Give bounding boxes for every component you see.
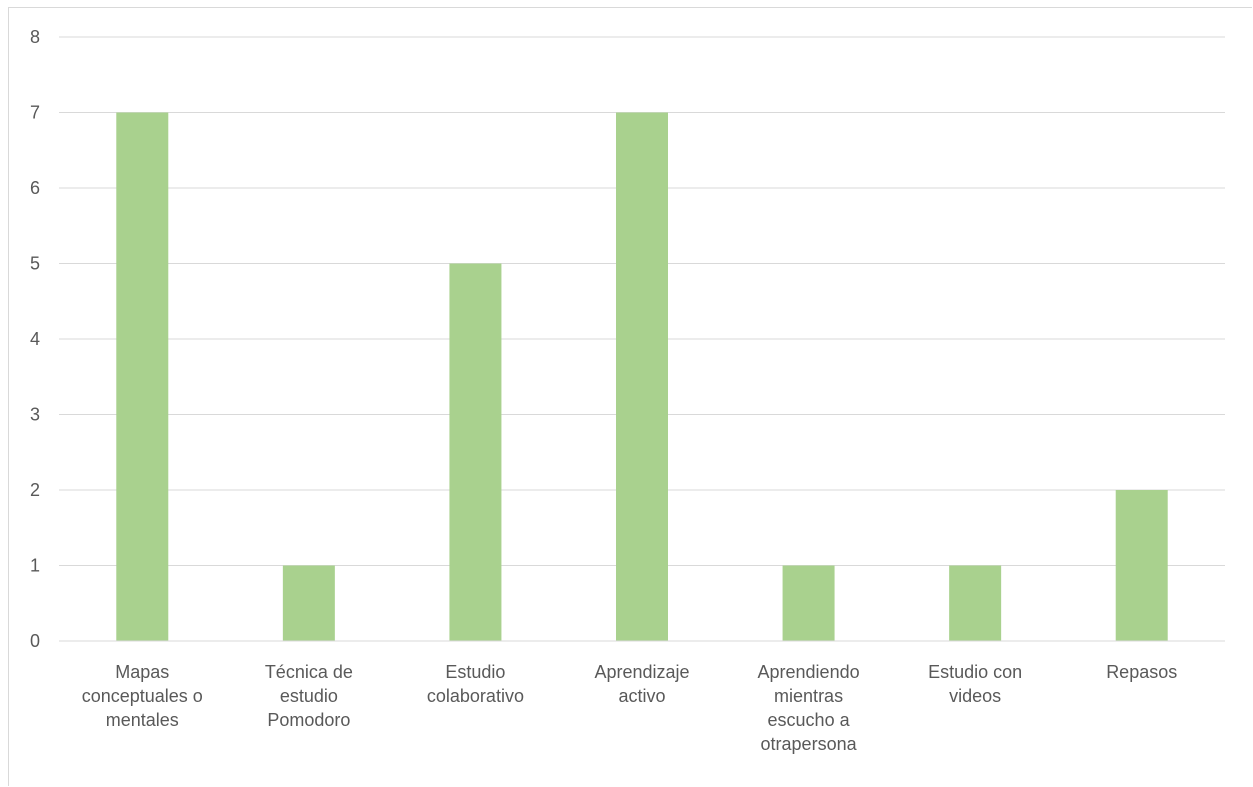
x-category-label: videos bbox=[949, 686, 1001, 706]
y-tick-label: 5 bbox=[30, 254, 40, 274]
bar-4 bbox=[782, 565, 835, 641]
y-tick-label: 0 bbox=[30, 631, 40, 651]
chart-frame bbox=[8, 7, 1252, 786]
x-category-label: mientras bbox=[774, 686, 843, 706]
x-category-label: colaborativo bbox=[427, 686, 524, 706]
x-category-label: Aprendizaje bbox=[594, 662, 689, 682]
y-tick-label: 4 bbox=[30, 329, 40, 349]
x-category-label: Mapas bbox=[115, 662, 169, 682]
bar-3 bbox=[616, 112, 668, 641]
x-category-label: Estudio con bbox=[928, 662, 1022, 682]
x-category-label: mentales bbox=[106, 710, 179, 730]
x-category-label: Repasos bbox=[1106, 662, 1177, 682]
x-category-label: activo bbox=[618, 686, 665, 706]
x-axis-labels: Mapas conceptuales o mentales Técnica de est… bbox=[82, 662, 1177, 754]
bars bbox=[116, 112, 1168, 641]
x-category-label: estudio bbox=[280, 686, 338, 706]
x-category-label: Estudio bbox=[445, 662, 505, 682]
bar-0 bbox=[116, 112, 169, 641]
y-tick-label: 2 bbox=[30, 480, 40, 500]
y-tick-label: 8 bbox=[30, 27, 40, 47]
y-tick-label: 6 bbox=[30, 178, 40, 198]
x-category-label: conceptuales o bbox=[82, 686, 203, 706]
x-category-label: escucho a bbox=[768, 710, 851, 730]
bar-6 bbox=[1115, 490, 1168, 641]
x-category-label: Técnica de bbox=[265, 662, 353, 682]
y-tick-label: 3 bbox=[30, 405, 40, 425]
x-category-label: Pomodoro bbox=[267, 710, 350, 730]
x-category-label: Aprendiendo bbox=[758, 662, 860, 682]
x-category-label: otrapersona bbox=[761, 734, 858, 754]
bar-2 bbox=[449, 263, 502, 641]
bar-1 bbox=[282, 565, 335, 641]
y-tick-label: 7 bbox=[30, 103, 40, 123]
y-tick-label: 1 bbox=[30, 556, 40, 576]
y-axis-ticks: 0 1 2 3 4 5 6 7 8 bbox=[30, 27, 40, 651]
bar-5 bbox=[949, 565, 1002, 641]
